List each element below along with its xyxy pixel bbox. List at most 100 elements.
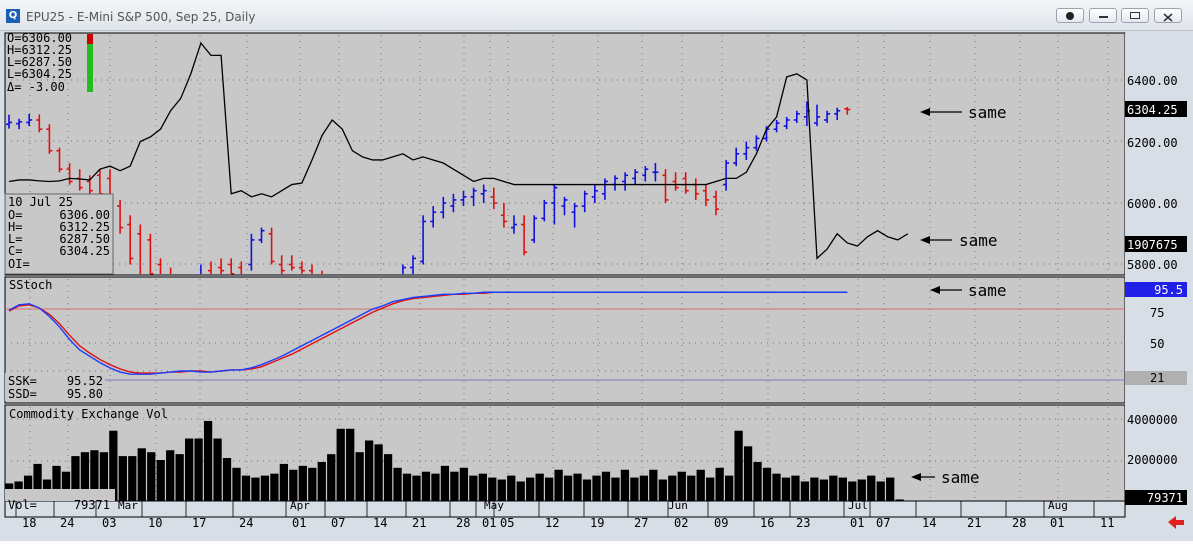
volume-bar <box>327 454 336 501</box>
price-tick-6400: 6400.00 <box>1127 74 1178 88</box>
ohlc-bar <box>410 255 416 274</box>
ohlc-bar <box>258 227 265 243</box>
ohlc-bar <box>814 104 820 127</box>
x-tick-label: 14 <box>922 516 936 530</box>
volume-bar <box>592 475 601 501</box>
close-button[interactable] <box>1154 8 1182 23</box>
maximize-button[interactable] <box>1121 8 1149 23</box>
volume-bar <box>857 479 866 501</box>
scroll-left-button[interactable] <box>1168 516 1184 529</box>
stoch-readout: SSK= 95.52 SSD= 95.80 <box>5 373 105 401</box>
info-c-val: 6304.25 <box>59 244 110 258</box>
x-tick-label: 07 <box>331 516 345 530</box>
ohlc-bar <box>702 184 709 207</box>
volume-bar <box>298 465 307 501</box>
stoch-title: SStoch <box>9 278 52 292</box>
volume-bar <box>270 473 279 501</box>
ohlc-bar <box>581 190 588 213</box>
price-tag-box <box>1125 101 1187 117</box>
annotations: same same same same <box>911 103 1007 487</box>
ohlc-bar <box>632 169 639 185</box>
month-labels: Mar Apr May Jun Jul Aug <box>118 499 1068 512</box>
volume-readout-bg <box>5 489 115 501</box>
price-pane[interactable] <box>4 32 1126 276</box>
volume-bar <box>810 477 819 501</box>
ohlc-bar <box>773 119 780 133</box>
ohlc-bar <box>288 255 295 271</box>
stoch-low-tag-box <box>1125 371 1187 385</box>
month-label: Apr <box>290 499 310 512</box>
ohlc-bar <box>834 107 841 120</box>
annotation-stoch: same <box>930 281 1007 300</box>
x-tick-label: 05 <box>500 516 514 530</box>
volume-bar <box>715 467 724 501</box>
volume-bar <box>507 475 516 501</box>
volume-bar <box>895 499 904 501</box>
ohlc-bar <box>753 135 760 151</box>
volume-bar <box>459 467 469 501</box>
ohlc-bar <box>561 196 568 216</box>
x-tick-label: 07 <box>876 516 890 530</box>
x-tick-label: 21 <box>967 516 981 530</box>
bar-info-box: 10 Jul 25 O= 6306.00 H= 6312.25 L= 6287.… <box>4 193 114 275</box>
stoch-tag-box <box>1125 282 1187 297</box>
volume-bar <box>563 475 573 501</box>
ohlc-bar <box>228 258 235 275</box>
volume-bar <box>166 450 175 501</box>
x-tick-label: 16 <box>760 516 774 530</box>
readout-open: O=6306.00 <box>7 31 72 45</box>
ohlc-bar <box>571 203 578 228</box>
volume-bar <box>232 467 241 501</box>
volume-bar <box>800 481 810 501</box>
minimize-button[interactable] <box>1089 8 1117 23</box>
volume-bar <box>23 475 33 501</box>
volume-bar <box>620 469 630 501</box>
ohlc-readout: O=6306.00 H=6312.25 L=6287.50 L=6304.25 … <box>7 31 93 94</box>
info-o-val: 6306.00 <box>59 208 110 222</box>
ohlc-bar <box>551 184 558 225</box>
volume-bar <box>791 475 800 501</box>
record-button[interactable] <box>1056 8 1084 23</box>
x-tick-label: 01 <box>292 516 306 530</box>
volume-bar <box>241 475 251 501</box>
volume-bar <box>819 479 829 501</box>
volume-bar <box>109 430 118 501</box>
ohlc-bar <box>793 110 800 124</box>
x-tick-label: 02 <box>674 516 688 530</box>
ohlc-bar <box>500 203 507 228</box>
volume-bar <box>762 467 772 501</box>
annotation-price: same <box>920 103 1007 122</box>
volume-bar <box>734 430 743 501</box>
chart-svg[interactable]: O=6306.00 H=6312.25 L=6287.50 L=6304.25 … <box>0 31 1193 541</box>
info-h-key: H= <box>8 220 22 234</box>
ohlc-bar <box>137 224 142 274</box>
open-interest-line <box>8 41 909 260</box>
volume-bar <box>128 456 137 501</box>
volume-bar <box>289 469 298 501</box>
x-tick-label: 24 <box>239 516 253 530</box>
chart-area[interactable]: O=6306.00 H=6312.25 L=6287.50 L=6304.25 … <box>0 31 1193 541</box>
readout-delta: Δ= -3.00 <box>7 80 65 94</box>
ohlc-bar <box>46 124 53 154</box>
vol-tick-4m: 4000000 <box>1127 413 1178 427</box>
info-l-key: L= <box>8 232 22 246</box>
volume-bar <box>346 428 355 501</box>
x-tick-label: 01 <box>482 516 496 530</box>
volume-bar <box>431 473 440 501</box>
stoch-pane[interactable] <box>4 276 1126 404</box>
volume-bar <box>497 479 506 501</box>
volume-bar <box>848 481 857 501</box>
ohlc-bar <box>147 233 154 275</box>
volume-bar <box>649 469 658 501</box>
ohlc-bar <box>208 261 212 274</box>
vol-tag-box <box>1125 490 1187 505</box>
annotation-oi: same <box>920 231 998 250</box>
arrow-left-icon <box>920 108 930 116</box>
volume-bar <box>222 458 232 501</box>
x-tick-label: 17 <box>192 516 206 530</box>
ohlc-bar <box>723 159 730 191</box>
ohlc-bar <box>430 206 437 228</box>
ohlc-bar <box>268 227 275 265</box>
volume-bar <box>383 454 393 501</box>
annotation-label: same <box>959 231 998 250</box>
